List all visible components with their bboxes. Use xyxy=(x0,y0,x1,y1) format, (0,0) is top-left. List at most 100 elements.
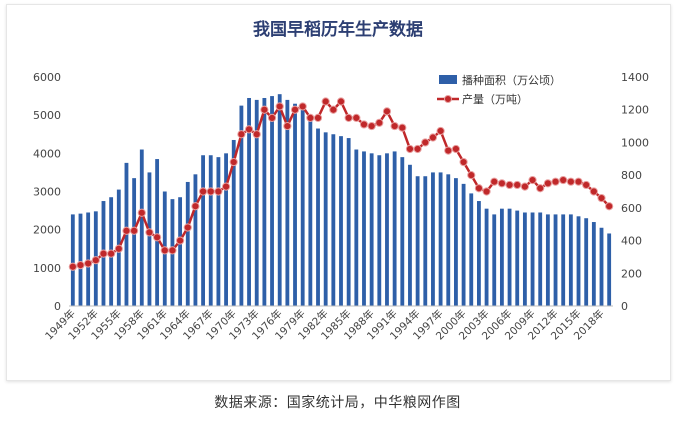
area-bar xyxy=(461,183,466,306)
area-bar xyxy=(492,214,497,306)
production-point xyxy=(559,175,568,185)
area-bar xyxy=(545,214,550,306)
production-point xyxy=(175,236,185,245)
production-point xyxy=(76,261,85,270)
area-bar xyxy=(607,233,612,306)
chart-svg: 我国早稻历年生产数据 0 1000 2000 3000 4000 5000 6000 0 20… xyxy=(33,19,649,342)
production-point xyxy=(582,180,591,190)
area-bar xyxy=(147,172,152,306)
production-point xyxy=(99,249,108,258)
production-point xyxy=(405,144,415,154)
production-point xyxy=(267,113,277,122)
legend-swatch-area xyxy=(439,75,457,84)
left-axis-tick-label: 5000 xyxy=(33,109,61,122)
production-point xyxy=(520,182,529,191)
area-bar xyxy=(515,210,520,306)
production-point xyxy=(221,182,231,191)
left-axis-tick-label: 6000 xyxy=(33,71,61,84)
area-bar xyxy=(507,208,512,306)
production-point xyxy=(313,113,323,122)
left-axis-tick-label: 1000 xyxy=(33,262,61,275)
area-bar xyxy=(415,176,420,306)
area-bar xyxy=(308,118,313,306)
area-bar xyxy=(522,212,527,306)
production-point xyxy=(344,113,353,122)
area-bar xyxy=(385,153,389,306)
left-axis-tick-label: 3000 xyxy=(33,186,61,199)
area-bar xyxy=(454,178,458,306)
production-point xyxy=(543,179,552,188)
left-axis-tick-label: 0 xyxy=(54,300,61,313)
production-point xyxy=(290,105,300,114)
production-point xyxy=(275,102,284,111)
right-axis-tick-label: 0 xyxy=(621,300,628,313)
production-point xyxy=(490,177,499,186)
area-bar xyxy=(591,222,596,306)
production-point xyxy=(605,202,614,211)
area-bar xyxy=(576,216,581,306)
production-point xyxy=(367,121,376,131)
area-bar xyxy=(599,227,604,306)
production-point xyxy=(451,144,461,154)
right-axis-tick-label: 1000 xyxy=(621,136,649,149)
left-axis: 0 1000 2000 3000 4000 5000 6000 xyxy=(33,71,61,313)
area-bars xyxy=(70,94,612,307)
area-bar xyxy=(400,157,405,306)
area-bar xyxy=(331,134,336,306)
area-bar xyxy=(201,155,205,306)
production-point xyxy=(206,187,215,196)
left-axis-tick-label: 2000 xyxy=(33,224,61,237)
production-point xyxy=(536,184,545,193)
area-bar xyxy=(369,153,374,306)
production-point xyxy=(459,157,468,167)
area-bar xyxy=(530,212,535,306)
area-bar xyxy=(231,139,236,306)
legend-label-area: 播种面积（万公顷） xyxy=(462,73,561,87)
production-point xyxy=(497,179,507,188)
production-point xyxy=(298,102,307,111)
area-bar xyxy=(499,208,504,306)
production-point xyxy=(252,130,261,139)
production-point xyxy=(505,180,514,190)
area-bar xyxy=(568,214,573,306)
area-bar xyxy=(270,96,274,306)
right-axis-tick-label: 400 xyxy=(621,235,642,248)
production-point xyxy=(528,175,537,185)
area-bar xyxy=(408,164,412,306)
production-point xyxy=(183,223,192,232)
right-axis-tick-label: 200 xyxy=(621,267,642,280)
production-point xyxy=(390,121,399,131)
area-bar xyxy=(584,218,589,306)
production-point xyxy=(436,126,445,136)
area-bar xyxy=(346,138,351,306)
area-bar xyxy=(553,214,558,306)
area-bar xyxy=(438,172,443,306)
production-point xyxy=(84,259,93,268)
area-bar xyxy=(339,136,343,306)
area-bar xyxy=(70,214,75,306)
production-point xyxy=(260,105,269,114)
production-point xyxy=(574,177,583,186)
area-bar xyxy=(484,208,489,306)
right-axis-tick-label: 1400 xyxy=(621,71,649,84)
chart-frame: 我国早稻历年生产数据 0 1000 2000 3000 4000 5000 6000 0 20… xyxy=(6,4,671,381)
area-bar xyxy=(185,181,190,306)
right-axis-tick-label: 800 xyxy=(621,169,642,182)
area-bar xyxy=(262,97,267,306)
production-point xyxy=(329,105,338,114)
production-point xyxy=(153,233,162,242)
area-bar xyxy=(354,149,359,306)
area-bar xyxy=(477,201,481,306)
legend-swatch-production-marker xyxy=(444,95,452,103)
area-bar xyxy=(178,197,183,306)
production-point xyxy=(306,113,315,122)
area-bar xyxy=(139,149,144,306)
area-bar xyxy=(377,155,382,306)
chart-title: 我国早稻历年生产数据 xyxy=(253,19,423,40)
area-bar xyxy=(277,94,282,306)
area-bar xyxy=(300,105,305,306)
right-axis-tick-label: 600 xyxy=(621,202,642,215)
production-point xyxy=(375,118,384,127)
production-point xyxy=(68,262,77,271)
production-point xyxy=(398,123,407,132)
